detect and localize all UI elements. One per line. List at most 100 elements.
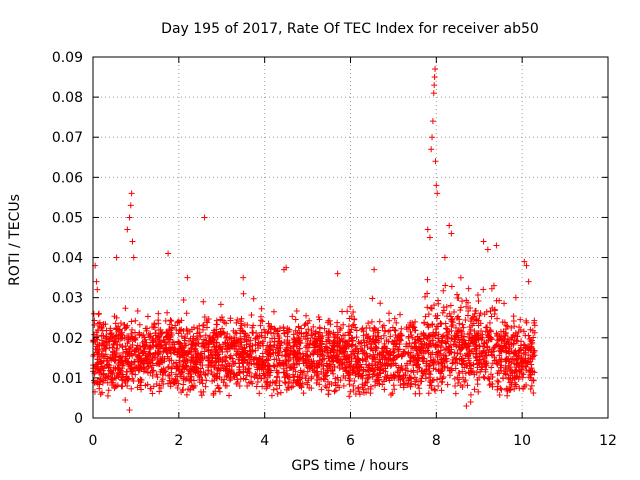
- data-point: [460, 324, 467, 331]
- data-point: [378, 349, 385, 356]
- data-point: [348, 334, 355, 341]
- data-point: [289, 383, 296, 390]
- data-point: [474, 364, 481, 371]
- data-point: [100, 345, 107, 352]
- data-point: [155, 350, 162, 357]
- data-point: [116, 327, 123, 334]
- data-point: [470, 350, 477, 357]
- data-point: [113, 332, 120, 339]
- data-point: [355, 371, 362, 378]
- data-point: [424, 304, 431, 311]
- data-point: [407, 383, 414, 390]
- data-point: [381, 373, 388, 380]
- data-point: [149, 357, 156, 364]
- data-point: [468, 336, 475, 343]
- data-point: [154, 360, 161, 367]
- data-point: [342, 374, 349, 381]
- data-point: [397, 382, 404, 389]
- data-point: [468, 315, 475, 322]
- data-point: [525, 278, 532, 285]
- data-point: [470, 320, 477, 327]
- data-point: [483, 344, 490, 351]
- data-point: [167, 383, 174, 390]
- data-point: [231, 334, 238, 341]
- data-point: [122, 396, 129, 403]
- data-point: [516, 362, 523, 369]
- data-point: [390, 340, 397, 347]
- data-point: [128, 190, 135, 197]
- data-point: [381, 378, 388, 385]
- data-point: [247, 343, 254, 350]
- data-point: [432, 387, 439, 394]
- data-point: [528, 371, 535, 378]
- data-point: [385, 338, 392, 345]
- y-tick-label: 0.01: [52, 371, 83, 387]
- data-point: [318, 386, 325, 393]
- data-point: [166, 321, 173, 328]
- data-point: [161, 339, 168, 346]
- data-point: [487, 380, 494, 387]
- data-point: [446, 310, 453, 317]
- data-point: [96, 385, 103, 392]
- data-point: [346, 315, 353, 322]
- data-point: [107, 376, 114, 383]
- data-point: [463, 303, 470, 310]
- data-point: [236, 383, 243, 390]
- data-point: [296, 376, 303, 383]
- data-point: [337, 377, 344, 384]
- data-point: [94, 356, 101, 363]
- data-point: [432, 332, 439, 339]
- data-point: [334, 270, 341, 277]
- data-point: [165, 363, 172, 370]
- data-point: [494, 377, 501, 384]
- data-point: [386, 351, 393, 358]
- data-point: [384, 362, 391, 369]
- data-point: [204, 319, 211, 326]
- data-point: [472, 345, 479, 352]
- data-point: [322, 383, 329, 390]
- data-point: [429, 134, 436, 141]
- data-point: [415, 352, 422, 359]
- data-point: [248, 360, 255, 367]
- data-point: [426, 374, 433, 381]
- data-point: [445, 331, 452, 338]
- data-point: [457, 274, 464, 281]
- data-point: [387, 391, 394, 398]
- data-point: [336, 362, 343, 369]
- data-point: [318, 340, 325, 347]
- data-point: [184, 366, 191, 373]
- data-point: [213, 317, 220, 324]
- data-point: [314, 337, 321, 344]
- data-point: [119, 377, 126, 384]
- data-point: [122, 324, 129, 331]
- data-point: [331, 388, 338, 395]
- data-point: [513, 360, 520, 367]
- data-point: [511, 349, 518, 356]
- data-point: [216, 343, 223, 350]
- data-point: [126, 350, 133, 357]
- data-point: [467, 362, 474, 369]
- data-point: [458, 346, 465, 353]
- data-point: [362, 355, 369, 362]
- data-point: [274, 390, 281, 397]
- data-point: [197, 332, 204, 339]
- data-point: [383, 361, 390, 368]
- data-point: [418, 343, 425, 350]
- data-point: [189, 383, 196, 390]
- x-tick-label: 12: [599, 433, 617, 449]
- data-point: [91, 351, 98, 358]
- data-point: [515, 328, 522, 335]
- data-point: [175, 330, 182, 337]
- data-point: [253, 329, 260, 336]
- data-point: [439, 309, 446, 316]
- data-point: [224, 339, 231, 346]
- data-point: [97, 359, 104, 366]
- data-point: [350, 321, 357, 328]
- data-point: [482, 368, 489, 375]
- data-point: [330, 370, 337, 377]
- data-point: [425, 333, 432, 340]
- data-point: [493, 242, 500, 249]
- data-point: [341, 361, 348, 368]
- data-point: [465, 343, 472, 350]
- data-point: [431, 386, 438, 393]
